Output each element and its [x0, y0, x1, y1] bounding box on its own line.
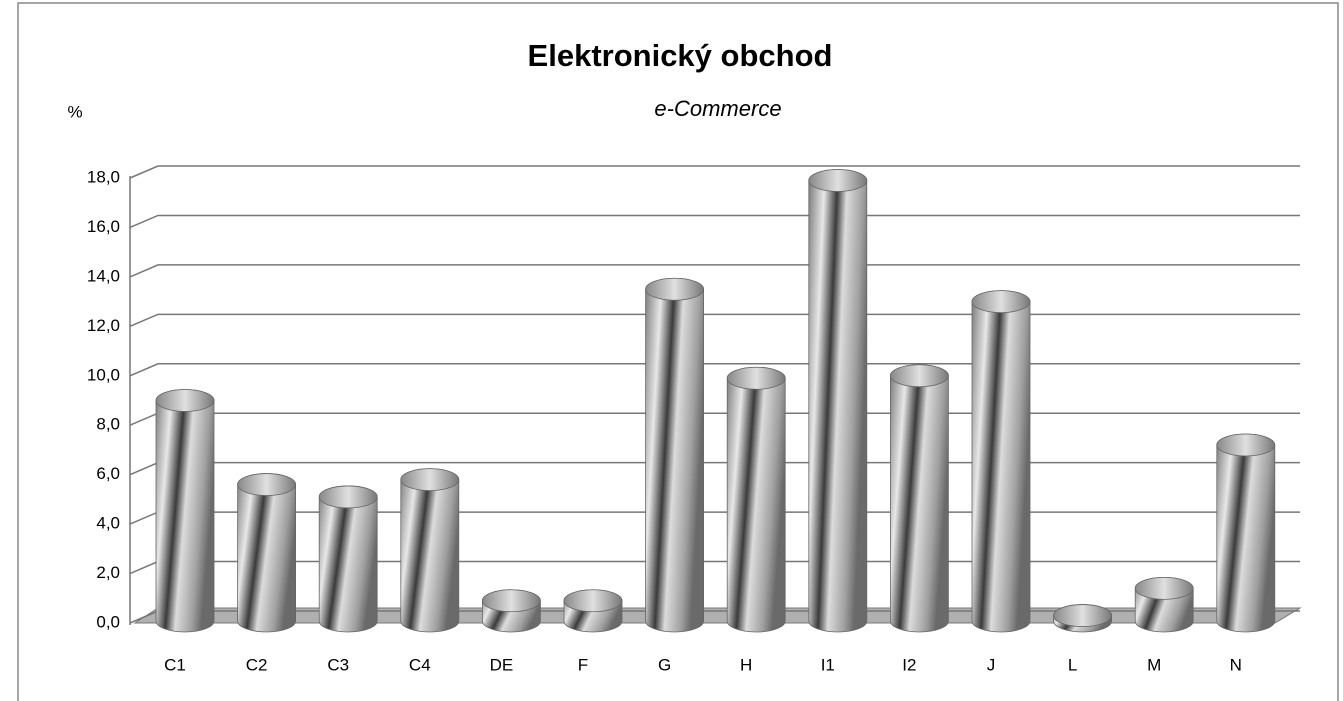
x-tick-label: H	[740, 655, 752, 674]
x-tick-label: J	[987, 655, 996, 674]
bar-top	[890, 364, 949, 388]
bar-top	[400, 468, 460, 492]
chart-title: Elektronický obchod	[528, 38, 833, 73]
bar	[1216, 433, 1276, 633]
bar-top	[155, 389, 215, 412]
y-tick-label: 2,0	[96, 563, 120, 582]
grid-line	[129, 214, 1300, 229]
grid-line	[129, 560, 1300, 575]
x-tick-label: G	[658, 655, 671, 674]
grid-line	[129, 461, 1300, 476]
bar	[971, 290, 1031, 633]
bar	[237, 473, 296, 633]
bar	[890, 364, 949, 633]
y-tick-label: 8,0	[96, 415, 120, 434]
bar-top	[808, 169, 868, 192]
grid-line	[129, 165, 1300, 179]
bar	[155, 389, 215, 633]
x-tick-label: L	[1068, 655, 1077, 674]
y-tick-label: 16,0	[87, 217, 120, 236]
x-tick-label: F	[578, 655, 588, 674]
bar-top	[318, 485, 378, 509]
bar-top	[237, 473, 297, 496]
y-tick-label: 6,0	[96, 464, 120, 483]
bar-top	[1134, 576, 1194, 600]
y-tick-label: 18,0	[87, 167, 120, 186]
grid-line	[129, 363, 1300, 377]
bar	[400, 468, 460, 633]
chart-border	[17, 2, 1339, 701]
grid-line	[129, 313, 1300, 328]
bar-top	[1216, 433, 1276, 457]
bar-top	[726, 366, 786, 390]
bar	[645, 277, 704, 633]
bar-top	[481, 589, 541, 613]
x-tick-label: C4	[409, 655, 431, 674]
grid-line	[129, 264, 1300, 278]
x-tick-label: C1	[164, 655, 186, 674]
bar	[808, 169, 868, 633]
x-tick-label: I1	[821, 655, 835, 674]
y-tick-label: 14,0	[87, 266, 120, 285]
x-tick-label: DE	[490, 655, 514, 674]
grid-line	[129, 511, 1300, 525]
bar-top	[1053, 604, 1112, 627]
y-tick-label: 10,0	[87, 365, 120, 384]
bar-top	[563, 589, 623, 613]
bar-top	[645, 277, 704, 301]
x-tick-label: C3	[327, 655, 349, 674]
x-tick-label: N	[1230, 655, 1242, 674]
y-tick-label: 12,0	[87, 316, 120, 335]
y-axis-label: %	[67, 102, 82, 121]
y-tick-label: 0,0	[96, 612, 120, 631]
x-tick-label: I2	[902, 655, 916, 674]
grid-line	[129, 412, 1300, 426]
chart-subtitle: e-Commerce	[654, 96, 781, 121]
y-tick-label: 4,0	[96, 514, 120, 533]
x-tick-label: C2	[246, 655, 268, 674]
bar-top	[971, 290, 1031, 314]
bar	[726, 366, 786, 633]
x-tick-label: M	[1147, 655, 1161, 674]
